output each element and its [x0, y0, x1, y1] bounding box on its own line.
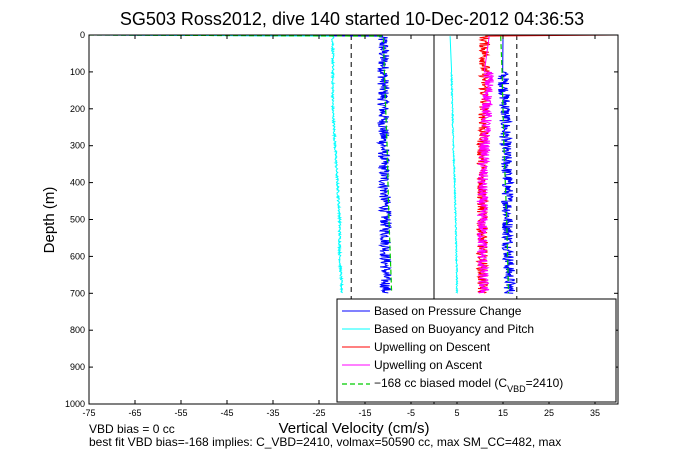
x-tick-label: -25 — [312, 408, 325, 418]
series-line — [476, 36, 494, 294]
series-line — [449, 36, 459, 294]
series-line — [89, 35, 393, 294]
x-tick-label: -55 — [174, 408, 187, 418]
y-tick-label: 0 — [80, 30, 85, 40]
series-line — [497, 36, 517, 294]
chart-title: SG503 Ross2012, dive 140 started 10-Dec-… — [120, 9, 584, 29]
legend-label-pressure: Based on Pressure Change — [374, 304, 522, 318]
y-tick-label: 1000 — [65, 399, 85, 409]
series-line — [500, 36, 510, 294]
y-tick-label: 300 — [70, 141, 85, 151]
x-tick-label: -65 — [128, 408, 141, 418]
x-tick-label: 15 — [498, 408, 508, 418]
footer-line-1: VBD bias = 0 cc — [89, 422, 175, 436]
legend-label-buoyancy: Based on Buoyancy and Pitch — [374, 322, 534, 336]
x-axis-label: Vertical Velocity (cm/s) — [279, 420, 430, 437]
x-tick-label: -15 — [358, 408, 371, 418]
y-tick-label: 500 — [70, 215, 85, 225]
x-tick-label: -5 — [407, 408, 415, 418]
legend-label-model-main: −168 cc biased model (C — [374, 376, 507, 390]
x-tick-label: 25 — [544, 408, 554, 418]
x-tick-label: -35 — [266, 408, 279, 418]
legend-label-model-sub: VBD — [507, 384, 526, 394]
legend-label-ascent: Upwelling on Ascent — [374, 358, 483, 372]
x-tick-label: -45 — [220, 408, 233, 418]
y-tick-label: 100 — [70, 67, 85, 77]
series-line — [89, 35, 393, 291]
x-tick-label: -75 — [82, 408, 95, 418]
x-tick-label: 35 — [590, 408, 600, 418]
series-line — [89, 35, 345, 294]
y-axis-label: Depth (m) — [41, 187, 58, 254]
y-tick-label: 800 — [70, 325, 85, 335]
legend-label-model: −168 cc biased model (CVBD=2410) — [374, 376, 563, 394]
series-line — [475, 35, 618, 294]
x-axis: -75 -65 -55 -45 -35 -25 -15 -5 5 15 25 35 — [82, 35, 600, 418]
legend: Based on Pressure Change Based on Buoyan… — [336, 298, 617, 403]
footer-line-2: best fit VBD bias=-168 implies: C_VBD=24… — [89, 435, 561, 449]
y-tick-label: 700 — [70, 288, 85, 298]
y-tick-label: 200 — [70, 104, 85, 114]
legend-box — [336, 298, 617, 403]
legend-label-model-tail: =2410) — [526, 376, 564, 390]
legend-label-descent: Upwelling on Descent — [374, 340, 491, 354]
y-tick-label: 600 — [70, 251, 85, 261]
y-tick-label: 900 — [70, 362, 85, 372]
y-tick-label: 400 — [70, 178, 85, 188]
y-axis: 0 100 200 300 400 500 600 700 800 900 1000 — [65, 30, 618, 409]
x-tick-label: 5 — [454, 408, 459, 418]
